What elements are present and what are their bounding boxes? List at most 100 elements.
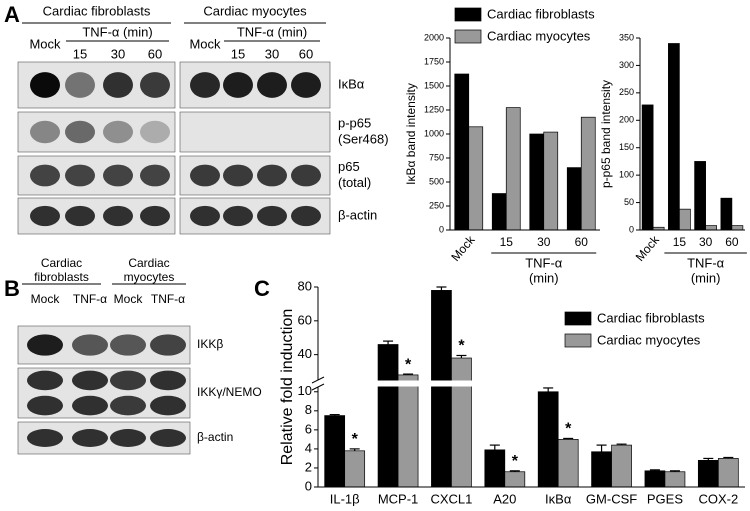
y-tick-label: 150 [619,142,634,152]
bar [668,43,680,231]
y-tick-label: 300 [619,60,634,70]
blot-group-title: fibroblasts [34,270,89,284]
y-tick-label: 6 [305,421,312,436]
bar [644,470,666,488]
lane-label: 60 [299,46,313,61]
x-tick-label: CXCL1 [430,491,472,506]
group-label: (min) [529,270,559,285]
blot-band [65,120,95,144]
bar [484,449,506,488]
x-tick-label: IL-1β [330,491,360,506]
blot-band [27,395,63,416]
blot-band [150,370,186,391]
lane-label: Mock [31,292,61,306]
blot-band [27,429,63,447]
significance-mark: * [458,338,465,355]
blot-band [65,205,95,227]
legend-swatch [454,7,482,22]
blot-band [140,164,170,187]
blot-group-title: Cardiac [41,256,82,270]
y-tick-label: 80 [298,278,312,293]
blot-group-title: Cardiac fibroblasts [43,3,151,18]
bar [537,391,559,488]
blot-band [140,120,170,144]
x-tick-label: A20 [493,491,516,506]
bar [697,459,719,488]
blot-band [103,72,133,98]
lane-label: TNF-α [151,292,185,306]
x-tick-label: GM-CSF [586,491,637,506]
x-tick-label: IκBα [545,491,572,506]
lane-label: 15 [231,46,245,61]
blot-band [110,370,146,391]
lane-label: TNF-α [73,292,107,306]
y-tick-label: 50 [624,197,634,207]
bar [731,225,744,231]
blot-band [257,164,287,187]
panel-letter: C [254,276,270,301]
y-axis-label: IκBα band intensity [404,83,418,185]
lane-label: Mock [114,292,144,306]
y-tick-label: 8 [305,402,312,417]
y-tick-label: 750 [429,152,444,162]
lane-label: 30 [265,46,279,61]
x-tick-label: PGES [647,491,683,506]
y-tick-label: 250 [619,87,634,97]
x-tick-label: MCP-1 [378,491,418,506]
x-tick-label: 30 [537,235,551,249]
blot-band [110,429,146,447]
blot-group-title: myocytes [124,270,175,284]
group-label: TNF-α [687,255,725,270]
legend-label: Cardiac myocytes [597,332,701,347]
blot-row-label: β-actin [338,207,377,222]
x-tick-label: 30 [699,235,713,249]
y-tick-label: 2 [305,459,312,474]
blot-band [30,120,60,144]
bar [468,126,484,231]
bar [454,73,470,231]
bar [543,131,559,231]
y-tick-label: 2000 [424,32,444,42]
bar [611,444,632,488]
y-tick-label: 0 [629,224,634,234]
blot-row-label: IκBα [338,76,365,91]
blot-band [72,370,108,391]
bar [705,225,717,231]
blot-band [30,205,60,227]
y-tick-label: 0 [439,224,444,234]
bar [529,133,545,231]
blot-band [257,205,287,227]
blot-group-title: Cardiac [128,256,169,270]
y-axis-label: p-p65 band intensity [599,80,613,188]
bar [566,167,582,231]
lane-label: 30 [111,46,125,61]
blot-band [190,164,220,187]
blot-band [30,72,60,98]
y-tick-label: 4 [305,440,312,455]
x-tick-label: 60 [575,235,589,249]
legend-label: Cardiac fibroblasts [597,310,705,325]
blot-band [30,164,60,187]
panel-letter: A [4,2,20,27]
y-tick-label: 100 [619,170,634,180]
blot-band [110,395,146,416]
significance-mark: * [565,421,572,438]
blot-band [150,334,186,356]
blot-band [291,205,321,227]
x-tick-label: 15 [500,235,514,249]
bar [431,290,452,488]
blot-row-label: IKKγ/NEMO [197,385,262,399]
y-tick-label: 1750 [424,56,444,66]
legend-swatch [564,311,592,326]
bar [664,471,686,488]
blot-band [223,164,253,187]
bar [591,451,612,488]
bar [377,344,399,488]
y-tick-label: 0 [305,478,312,493]
legend-swatch [454,29,482,44]
blot-row-label: p-p65 [338,115,371,130]
bar [344,450,366,488]
blot-band [110,334,146,356]
blot-band [223,72,253,98]
